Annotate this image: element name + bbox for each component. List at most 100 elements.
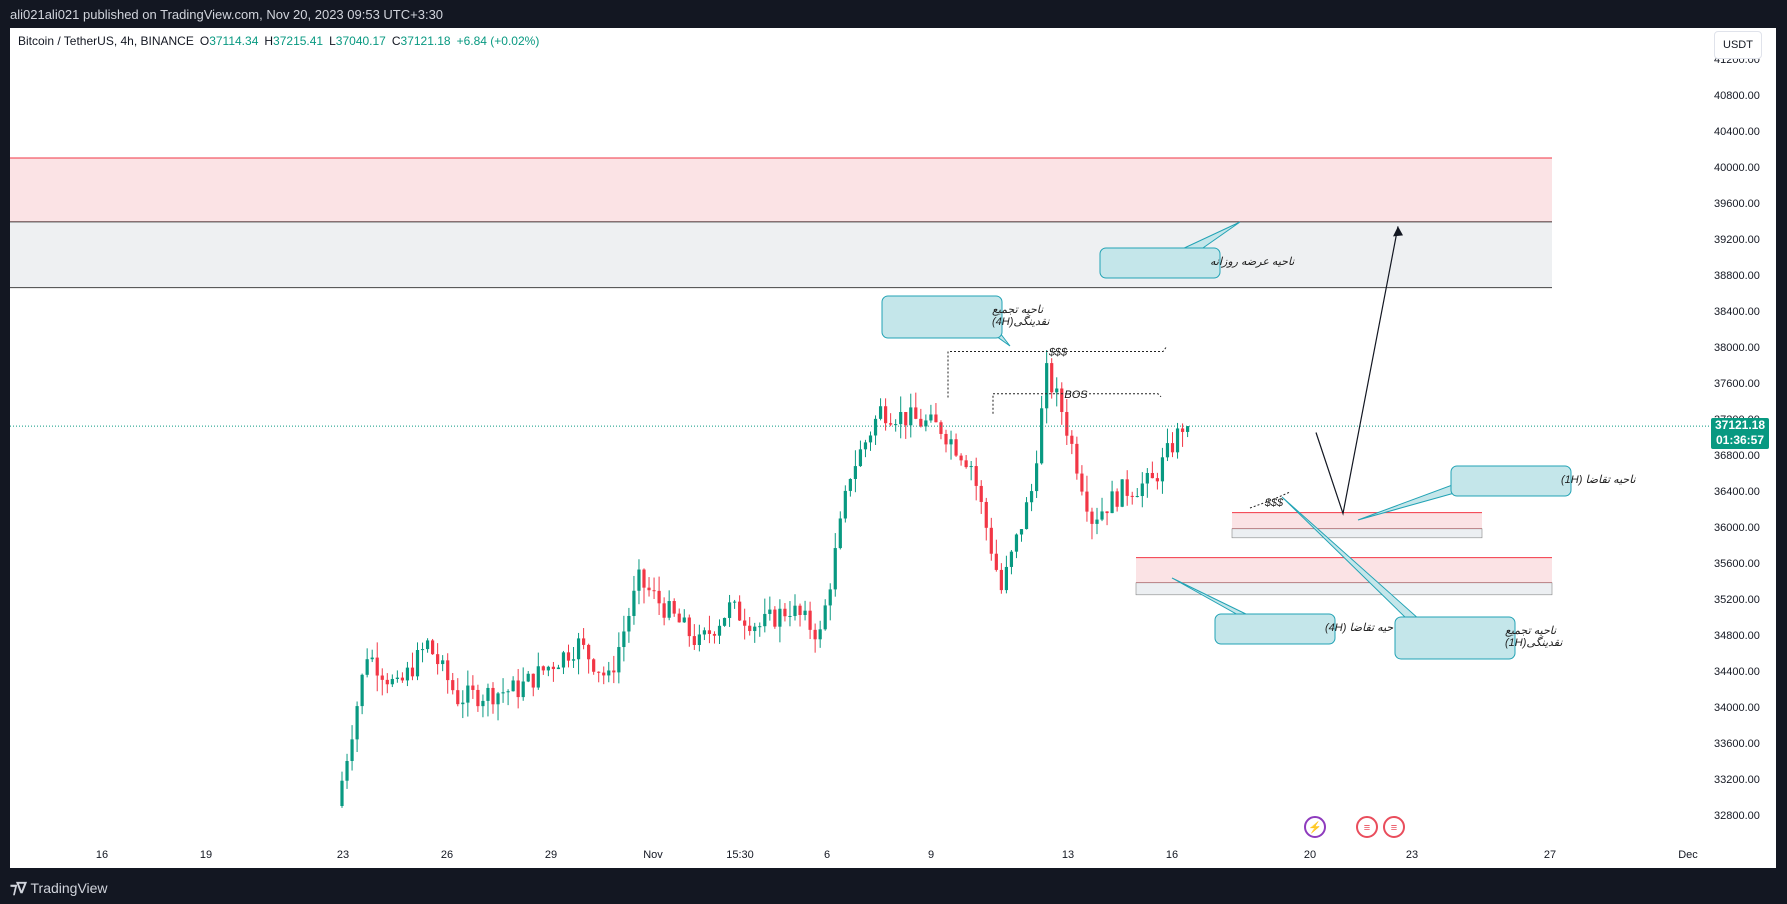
candle-body <box>697 634 701 646</box>
candle-body <box>471 685 475 690</box>
tradingview-logo[interactable]: ⁊∇ TradingView <box>10 879 108 897</box>
candle-body <box>1160 457 1165 482</box>
candle-body <box>783 608 787 617</box>
candle-body <box>712 633 717 636</box>
candle-body <box>1085 491 1089 512</box>
candle-body <box>778 608 782 627</box>
zone-demand_1h <box>1232 512 1482 529</box>
candle-body <box>868 435 873 443</box>
time-axis-label: 26 <box>441 849 453 861</box>
sss-small-line <box>1249 491 1291 509</box>
time-axis-label: 23 <box>337 849 349 861</box>
callout-demand-4h: ناحیه تقاضا (4H) <box>1171 577 1401 645</box>
callout-box <box>1394 616 1516 660</box>
candle-body <box>486 687 490 701</box>
candle-body <box>1055 388 1059 393</box>
candle-body <box>1186 426 1190 432</box>
candle-body <box>758 626 762 628</box>
currency-label: USDT <box>1723 39 1753 51</box>
icon-ring <box>1356 816 1378 838</box>
candle-body <box>501 692 505 694</box>
legend-c-label: C <box>391 34 401 48</box>
candle-body <box>546 666 550 671</box>
candle-body <box>733 601 737 603</box>
candle-body <box>481 700 485 707</box>
demand-4h-base <box>1135 582 1553 596</box>
legend-symbol[interactable]: Bitcoin / TetherUS, 4h, BINANCE <box>18 34 194 48</box>
candle-body <box>647 587 651 591</box>
currency-button[interactable]: USDT <box>1714 31 1762 59</box>
candle-body <box>1105 511 1109 514</box>
publish-text: ali021ali021 published on TradingView.co… <box>10 6 444 22</box>
candle-body <box>1014 534 1019 552</box>
price-axis-label: 36400.00 <box>1714 486 1760 498</box>
candle-body <box>1060 388 1064 413</box>
zone-demand_4h <box>1136 557 1552 583</box>
candle-body <box>964 460 968 468</box>
callout-text: ناحیه عرضه روزانه <box>1210 256 1295 268</box>
chart-legend[interactable]: Bitcoin / TetherUS, 4h, BINANCE O37114.3… <box>18 34 539 48</box>
candle-body <box>1045 363 1049 409</box>
candle-body <box>602 672 606 676</box>
candle-body <box>622 631 626 648</box>
candle-body <box>863 442 868 450</box>
candle-body <box>727 602 732 618</box>
price-axis-label: 36000.00 <box>1714 522 1760 534</box>
projection-path <box>1315 226 1399 516</box>
price-axis-label: 33200.00 <box>1714 774 1760 786</box>
candle-body <box>1175 428 1180 453</box>
candle-body <box>345 760 349 781</box>
candle-body <box>989 527 993 554</box>
candle-body <box>738 601 742 621</box>
publish-bar: ali021ali021 published on TradingView.co… <box>0 0 1787 28</box>
candle-body <box>722 617 727 626</box>
candle-body <box>607 670 611 676</box>
candle-body <box>1075 443 1079 474</box>
icon-glyph: ≡ <box>1391 822 1397 834</box>
callout-text: ناحیه تجمیع <box>1505 625 1557 637</box>
footer-bar: ⁊∇ TradingView <box>0 872 1787 904</box>
time-axis-label: 6 <box>824 849 830 861</box>
bos-line <box>992 393 1162 414</box>
icon-glyph: ⚡ <box>1308 821 1322 834</box>
candle-body <box>1065 412 1069 436</box>
candle-body <box>370 657 374 660</box>
candle-body <box>395 677 399 679</box>
time-axis-label: 19 <box>200 849 212 861</box>
callout-box <box>1214 613 1336 645</box>
price-axis-label: 35600.00 <box>1714 558 1760 570</box>
candle-body <box>818 629 822 640</box>
price-axis-label: 34800.00 <box>1714 630 1760 642</box>
candle-body <box>959 455 963 461</box>
candle-body <box>798 605 802 616</box>
candle-body <box>637 569 641 591</box>
candle-body <box>813 629 817 640</box>
candle-body <box>375 657 379 676</box>
candle-body <box>768 609 772 614</box>
candle-body <box>1145 472 1149 484</box>
candle-body <box>1024 502 1029 530</box>
candle-body <box>954 439 958 456</box>
candle-body <box>707 630 712 634</box>
tradingview-logo-icon: ⁊∇ <box>10 880 26 897</box>
candle-body <box>667 601 671 618</box>
candle-body <box>1040 408 1044 464</box>
candle-body <box>556 667 561 670</box>
price-axis-label: 38000.00 <box>1714 342 1760 354</box>
candle-body <box>1004 566 1008 591</box>
candle-body <box>511 680 515 692</box>
callout-box <box>1099 247 1221 279</box>
candle-body <box>441 660 445 665</box>
zone-daily_supply_base <box>10 221 1552 288</box>
price-axis-label: 39200.00 <box>1714 234 1760 246</box>
candle-body <box>1095 519 1099 524</box>
legend-o-label: O <box>199 34 210 48</box>
candle-body <box>652 590 656 592</box>
candle-body <box>536 666 540 688</box>
candle-body <box>1140 483 1144 497</box>
candle-body <box>934 414 938 423</box>
candle-body <box>878 406 883 419</box>
